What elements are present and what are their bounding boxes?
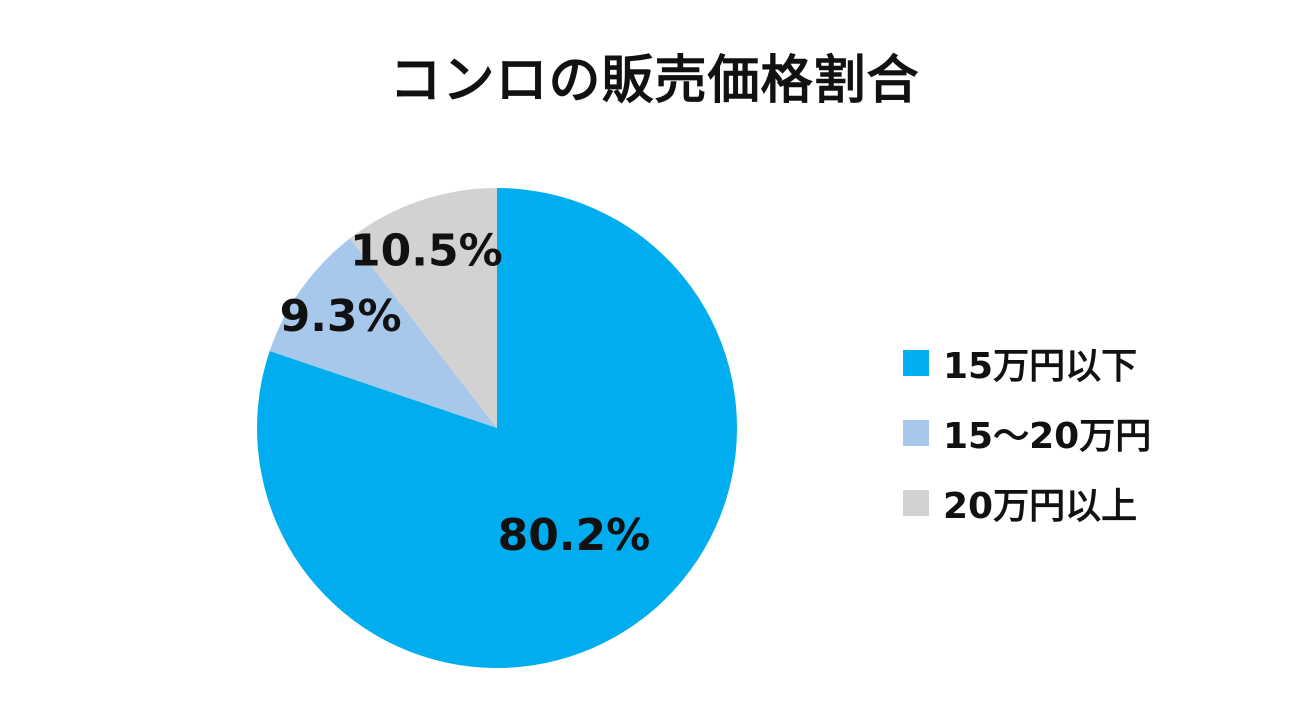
legend-label: 15万円以下 <box>943 346 1138 387</box>
legend-label: 15〜20万円 <box>943 416 1152 457</box>
legend-label: 20万円以上 <box>943 486 1138 527</box>
pie-data-label: 9.3% <box>280 291 402 342</box>
pie-data-label: 80.2% <box>498 510 651 561</box>
legend-item: 15〜20万円 <box>903 398 1151 468</box>
legend-swatch <box>903 490 929 516</box>
pie-data-labels: 80.2% 9.3% 10.5% <box>280 225 651 560</box>
legend-swatch <box>903 350 929 376</box>
legend-swatch <box>903 420 929 446</box>
legend: 15万円以下 15〜20万円 20万円以上 <box>903 328 1151 538</box>
pie-slices <box>257 188 738 669</box>
chart-title: コンロの販売価格割合 <box>389 51 920 111</box>
legend-item: 20万円以上 <box>903 468 1151 538</box>
legend-item: 15万円以下 <box>903 328 1151 398</box>
pie-slice <box>257 188 738 669</box>
pie-data-label: 10.5% <box>350 225 503 276</box>
pie-slice <box>349 188 497 428</box>
pie-slice <box>269 238 497 428</box>
